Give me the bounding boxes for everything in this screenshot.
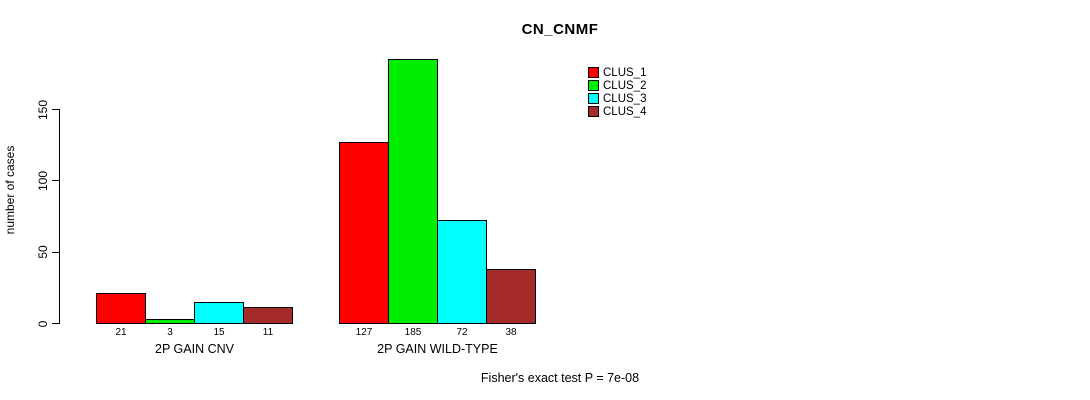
bar-clus_3-group2	[437, 220, 487, 324]
legend-row-clus_3: CLUS_3	[588, 92, 646, 105]
bar-clus_4-group1	[243, 307, 293, 324]
legend-swatch-clus_1	[588, 67, 599, 78]
legend-label: CLUS_1	[603, 66, 647, 79]
legend-label: CLUS_2	[603, 79, 647, 92]
legend-label: CLUS_3	[603, 92, 647, 105]
bar-value-label: 185	[404, 327, 422, 338]
y-axis-tick	[52, 251, 59, 253]
bar-clus_1-group1	[96, 293, 146, 324]
bar-clus_2-group2	[388, 59, 438, 324]
legend-swatch-clus_3	[588, 93, 599, 104]
y-axis-tick-label: 150	[36, 99, 50, 120]
y-axis-tick	[52, 180, 59, 182]
y-axis-tick-label: 100	[36, 170, 50, 191]
bar-value-label: 11	[262, 327, 274, 338]
chart-title: CN_CNMF	[521, 21, 599, 38]
bar-clus_2-group1	[145, 318, 195, 324]
bar-clus_1-group2	[339, 141, 389, 324]
legend-row-clus_1: CLUS_1	[588, 66, 646, 79]
legend-row-clus_2: CLUS_2	[588, 79, 646, 92]
bar-value-label: 15	[213, 327, 225, 338]
y-axis-label: number of cases	[3, 145, 17, 235]
bar-clus_3-group1	[194, 301, 244, 324]
y-axis-tick	[52, 323, 59, 324]
legend-label: CLUS_4	[603, 105, 647, 118]
fisher-test-text: Fisher's exact test P = 7e-08	[480, 371, 640, 385]
bar-value-label: 38	[505, 327, 517, 338]
y-axis-tick	[52, 109, 59, 110]
category-label: 2P GAIN WILD-TYPE	[377, 342, 498, 356]
legend-swatch-clus_2	[588, 80, 599, 91]
category-label: 2P GAIN CNV	[155, 342, 234, 356]
y-axis-tick-label: 50	[36, 245, 50, 259]
y-axis-line	[59, 109, 60, 324]
bar-value-label: 72	[456, 327, 468, 338]
y-axis-tick-label: 0	[36, 320, 50, 327]
bar-value-label: 3	[167, 327, 173, 338]
legend-row-clus_4: CLUS_4	[588, 105, 646, 118]
bar-value-label: 127	[355, 327, 373, 338]
bar-clus_4-group2	[486, 268, 536, 324]
legend: CLUS_1 CLUS_2 CLUS_3 CLUS_4	[588, 66, 646, 118]
legend-swatch-clus_4	[588, 106, 599, 117]
bar-value-label: 21	[115, 327, 127, 338]
